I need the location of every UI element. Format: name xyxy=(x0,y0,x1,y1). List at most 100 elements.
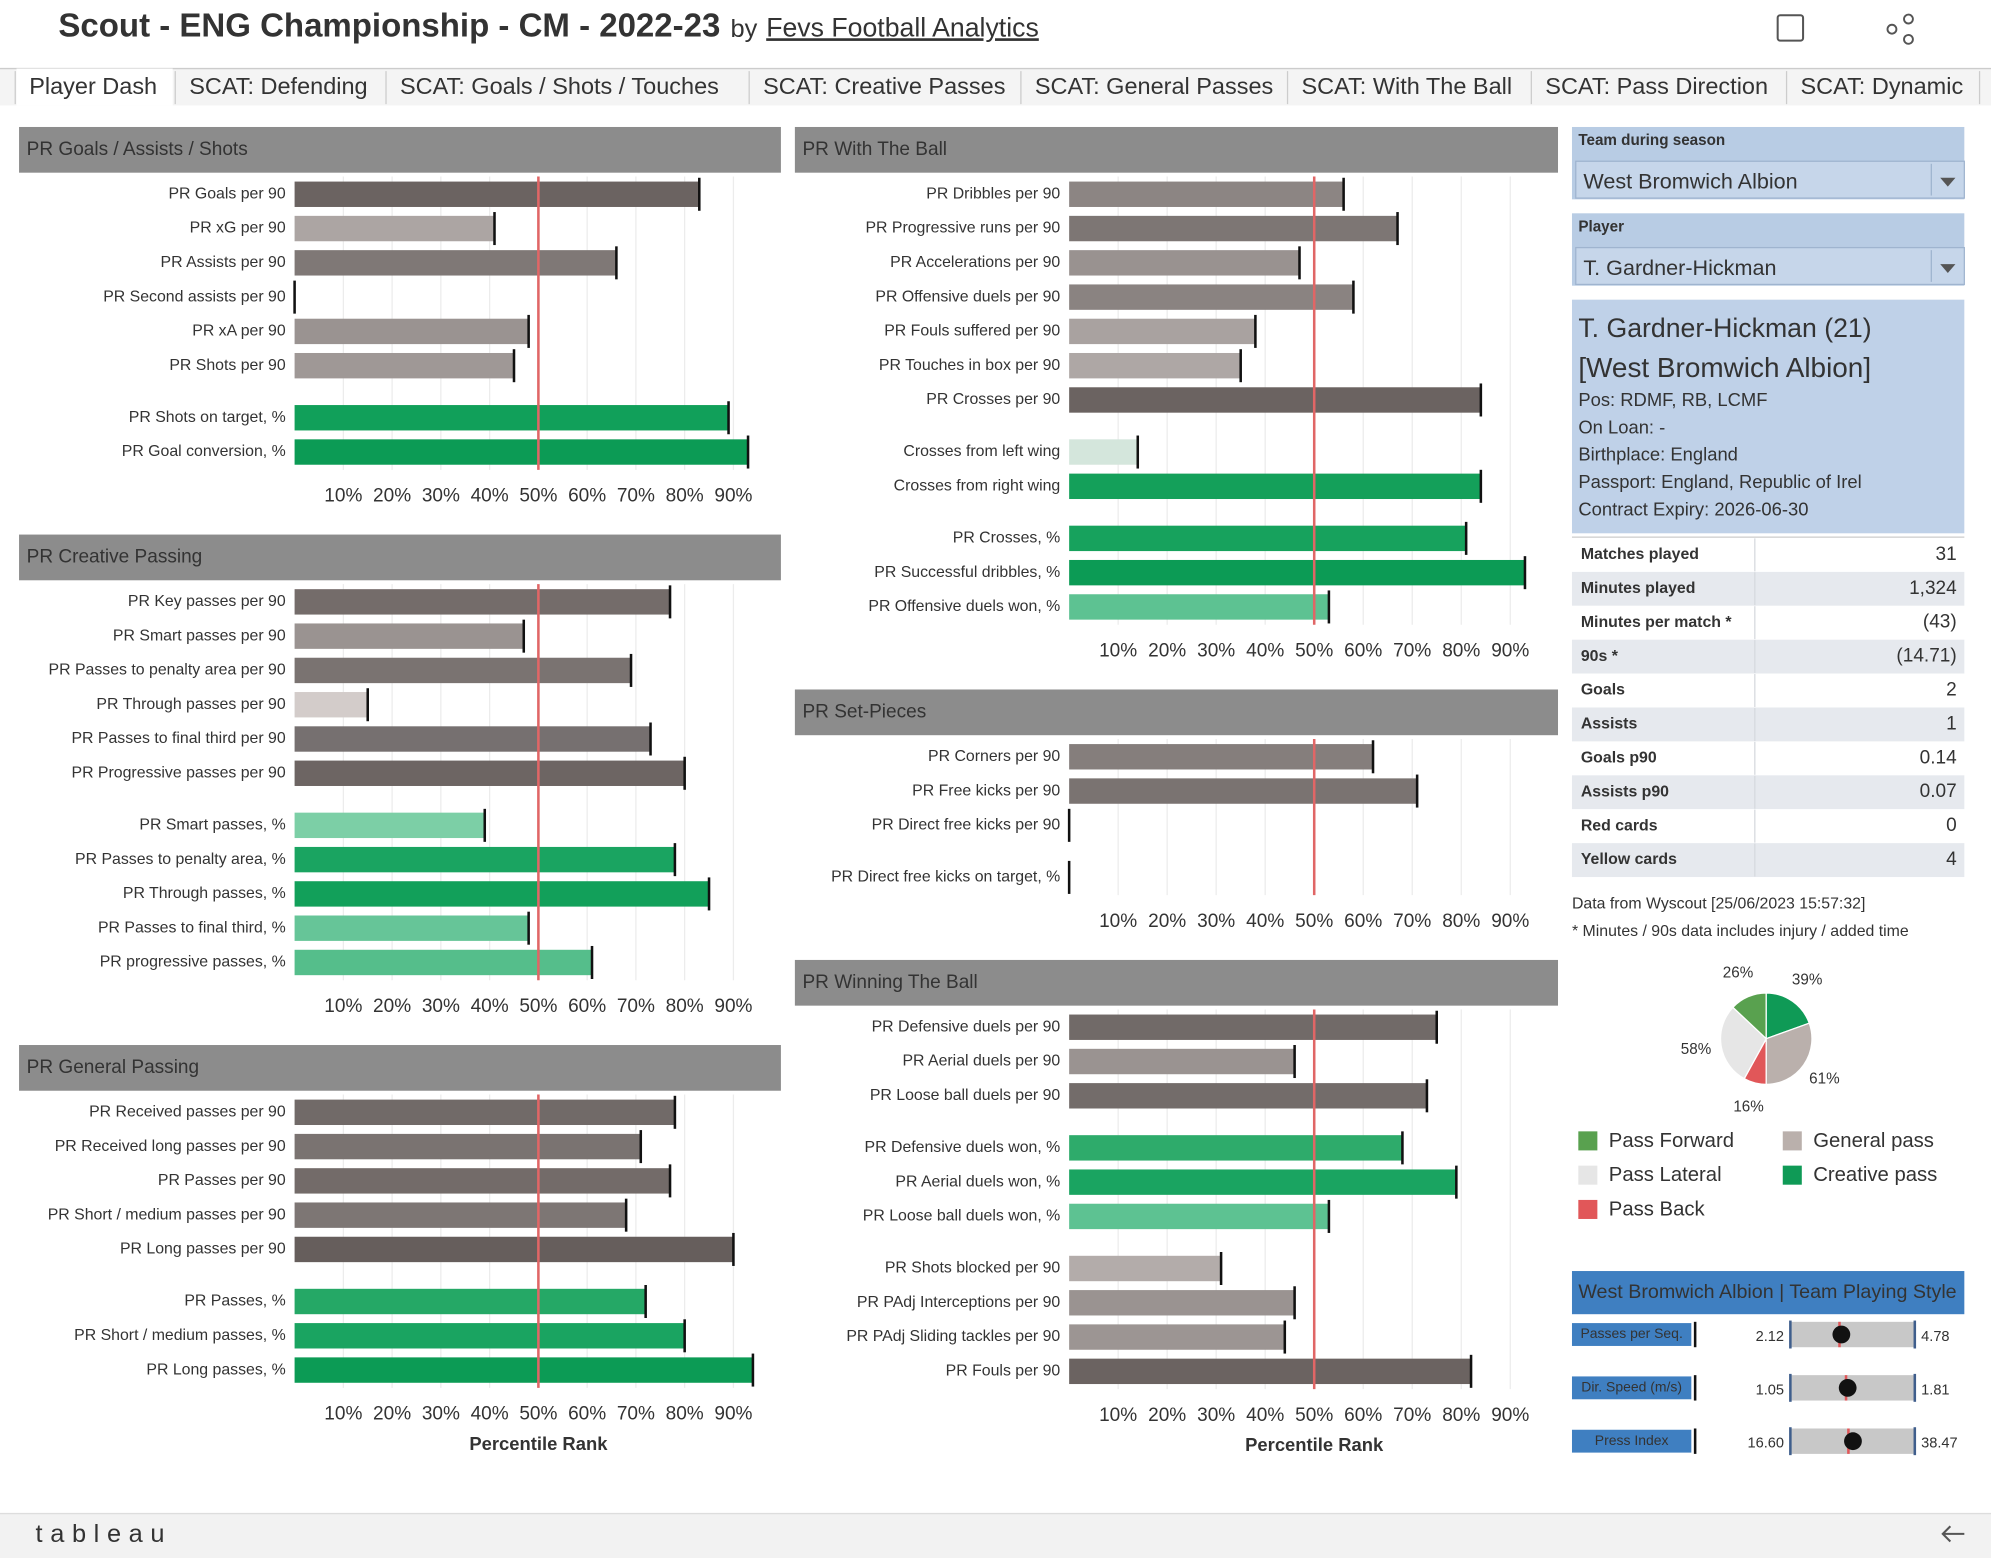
x-tick-label: 40% xyxy=(1246,640,1284,661)
bar xyxy=(294,439,749,465)
tab[interactable]: SCAT: Pass Direction xyxy=(1545,73,1768,99)
bar-label: PR Loose ball duels won, % xyxy=(863,1208,1060,1225)
bar-label: PR Offensive duels won, % xyxy=(868,598,1060,615)
header-icons[interactable] xyxy=(1776,13,1914,45)
x-tick-label: 50% xyxy=(519,996,557,1017)
bar-label: PR Loose ball duels per 90 xyxy=(870,1087,1061,1104)
legend-swatch xyxy=(1578,1131,1598,1151)
dropdown[interactable] xyxy=(1575,160,1965,199)
source-note: Data from Wyscout [25/06/2023 15:57:32] xyxy=(1572,895,1865,912)
filter-label: Team during season xyxy=(1578,132,1725,149)
x-tick-label: 70% xyxy=(1393,640,1431,661)
tab[interactable]: Player Dash xyxy=(29,73,157,99)
legend-label: Pass Back xyxy=(1609,1198,1706,1220)
bar-label: PR PAdj Sliding tackles per 90 xyxy=(846,1328,1060,1345)
metric-label: Passes per Seq. xyxy=(1580,1325,1682,1341)
bar-label: PR Direct free kicks per 90 xyxy=(872,817,1061,834)
axis-title: Percentile Rank xyxy=(469,1433,608,1454)
bar xyxy=(294,1288,646,1315)
bar-label: PR progressive passes, % xyxy=(100,954,286,971)
axis-title: Percentile Rank xyxy=(1245,1434,1384,1455)
stats-row xyxy=(1571,605,1965,640)
stats-row xyxy=(1571,639,1965,674)
stat-label: Minutes played xyxy=(1581,580,1696,597)
filter-label: Player xyxy=(1578,218,1624,235)
x-tick-label: 80% xyxy=(666,1404,704,1425)
bar-label: PR Through passes, % xyxy=(123,885,286,902)
tab[interactable]: SCAT: Goals / Shots / Touches xyxy=(400,73,719,99)
bar-label: PR xG per 90 xyxy=(190,220,286,237)
bar-label: PR Passes to final third per 90 xyxy=(71,730,285,747)
bar-label: PR Passes, % xyxy=(184,1293,285,1310)
bar-label: PR xA per 90 xyxy=(192,323,286,340)
bar-label: PR Short / medium passes, % xyxy=(74,1327,286,1344)
x-tick-label: 20% xyxy=(373,1404,411,1425)
footer-bar xyxy=(0,1513,1991,1558)
bar-label: PR Crosses, % xyxy=(953,530,1061,547)
stat-value: 1,324 xyxy=(1909,578,1957,599)
player-name: T. Gardner-Hickman (21) xyxy=(1578,313,1871,343)
tab[interactable]: SCAT: With The Ball xyxy=(1302,73,1513,99)
stat-value: 4 xyxy=(1946,849,1957,870)
pie-label: 58% xyxy=(1681,1041,1711,1058)
pie-label: 26% xyxy=(1723,964,1753,981)
dropdown[interactable] xyxy=(1575,246,1965,286)
bar xyxy=(1069,559,1525,586)
author-link[interactable]: Fevs Football Analytics xyxy=(766,12,1039,42)
bar-label: PR Goal conversion, % xyxy=(122,443,286,460)
x-tick-label: 20% xyxy=(1148,911,1186,932)
share-icon[interactable] xyxy=(1903,13,1914,25)
x-tick-label: 60% xyxy=(568,486,606,507)
pie-slice xyxy=(1719,1006,1768,1080)
stats-row xyxy=(1571,673,1965,708)
x-tick-label: 60% xyxy=(1344,911,1382,932)
share-icon xyxy=(1903,33,1914,45)
tab[interactable]: SCAT: Dynamic xyxy=(1801,73,1964,99)
footer-brand[interactable]: tableau xyxy=(36,1520,173,1548)
metric-label-box xyxy=(1571,1376,1692,1400)
dropdown-value[interactable]: West Bromwich Albion xyxy=(1583,169,1797,194)
bar xyxy=(1069,473,1481,500)
bar-label: PR Defensive duels per 90 xyxy=(872,1018,1061,1035)
x-tick-label: 80% xyxy=(1442,640,1480,661)
stats-row xyxy=(1571,571,1965,606)
legend-label: General pass xyxy=(1813,1130,1934,1152)
bar xyxy=(294,181,700,207)
stat-label: Assists xyxy=(1581,716,1638,733)
detail-value: RDMF, RB, LCMF xyxy=(1620,389,1767,410)
stats-row xyxy=(1571,741,1965,776)
bar-label: PR Long passes, % xyxy=(146,1361,285,1378)
bar-label: PR Dribbles per 90 xyxy=(926,185,1060,202)
legend-label: Creative pass xyxy=(1813,1164,1937,1186)
tab[interactable]: SCAT: Defending xyxy=(189,73,367,99)
x-tick-label: 40% xyxy=(1246,911,1284,932)
detail-value: England, Republic of Irel xyxy=(1661,471,1862,492)
bar-label: PR Passes to penalty area, % xyxy=(75,851,286,868)
detail-value: 2026-06-30 xyxy=(1714,498,1808,519)
dropdown-value[interactable]: T. Gardner-Hickman xyxy=(1583,255,1776,280)
team-style-header xyxy=(1571,1271,1965,1315)
back-arrow[interactable] xyxy=(1941,1525,1965,1543)
x-tick-label: 50% xyxy=(1295,911,1333,932)
x-tick-label: 30% xyxy=(1197,640,1235,661)
range-min-label: 1.05 xyxy=(1756,1382,1784,1398)
tab[interactable]: SCAT: General Passes xyxy=(1035,73,1273,99)
bar-label: PR Smart passes, % xyxy=(139,817,285,834)
team-value xyxy=(1844,1432,1862,1451)
x-tick-label: 50% xyxy=(519,1404,557,1425)
edit-icon[interactable] xyxy=(1776,14,1805,42)
team-value xyxy=(1838,1378,1857,1397)
active-tab xyxy=(16,68,173,106)
stat-label: Assists p90 xyxy=(1581,783,1669,800)
tab[interactable]: SCAT: Creative Passes xyxy=(763,73,1005,99)
detail-label: Birthplace: xyxy=(1578,444,1665,465)
x-tick-label: 20% xyxy=(373,996,411,1017)
dropdown-arrow[interactable] xyxy=(1940,177,1956,187)
bar xyxy=(1069,744,1374,770)
bar xyxy=(294,1133,641,1160)
bar xyxy=(1069,284,1354,310)
detail-label: Contract Expiry: xyxy=(1578,498,1709,519)
x-tick-label: 30% xyxy=(1197,911,1235,932)
dropdown-arrow[interactable] xyxy=(1940,264,1956,273)
